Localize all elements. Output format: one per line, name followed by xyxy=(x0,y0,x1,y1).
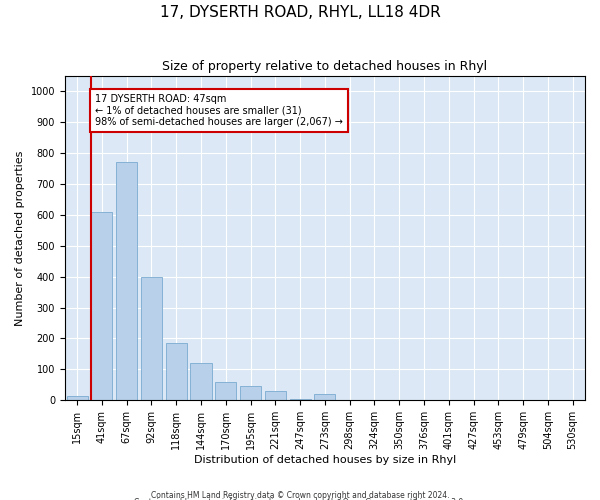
Bar xyxy=(215,382,236,400)
Text: 17, DYSERTH ROAD, RHYL, LL18 4DR: 17, DYSERTH ROAD, RHYL, LL18 4DR xyxy=(160,5,440,20)
Bar xyxy=(166,343,187,400)
Bar xyxy=(190,363,212,401)
X-axis label: Distribution of detached houses by size in Rhyl: Distribution of detached houses by size … xyxy=(194,455,456,465)
Bar xyxy=(314,394,335,400)
Bar xyxy=(240,386,261,400)
Bar xyxy=(141,276,162,400)
Title: Size of property relative to detached houses in Rhyl: Size of property relative to detached ho… xyxy=(163,60,487,73)
Bar xyxy=(116,162,137,400)
Text: 17 DYSERTH ROAD: 47sqm
← 1% of detached houses are smaller (31)
98% of semi-deta: 17 DYSERTH ROAD: 47sqm ← 1% of detached … xyxy=(95,94,343,128)
Text: Contains HM Land Registry data © Crown copyright and database right 2024.: Contains HM Land Registry data © Crown c… xyxy=(151,490,449,500)
Text: Contains public sector information licensed under the Open Government Licence v3: Contains public sector information licen… xyxy=(134,498,466,500)
Bar xyxy=(290,399,311,400)
Bar xyxy=(91,212,112,400)
Bar xyxy=(67,396,88,400)
Bar xyxy=(265,391,286,400)
Y-axis label: Number of detached properties: Number of detached properties xyxy=(15,150,25,326)
